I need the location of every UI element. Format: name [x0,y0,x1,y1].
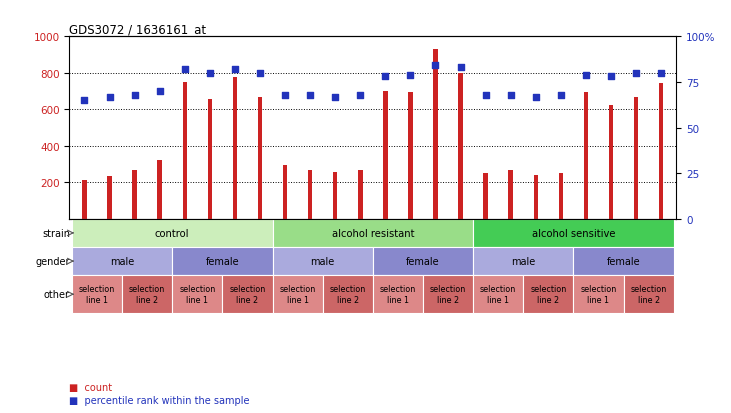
Bar [573,247,674,275]
Bar [583,93,588,219]
Bar [473,219,674,247]
Text: GDS3072 / 1636161_at: GDS3072 / 1636161_at [69,23,207,36]
Bar [72,219,273,247]
Point [580,72,592,79]
Bar [483,174,488,219]
Bar [373,275,423,313]
Text: alcohol resistant: alcohol resistant [332,228,414,238]
Bar [333,173,338,219]
Text: male: male [110,256,135,266]
Text: selection
line 2: selection line 2 [430,285,466,304]
Point [530,94,542,101]
Point [655,70,667,77]
Text: selection
line 2: selection line 2 [630,285,667,304]
Bar [609,105,613,219]
Bar [433,50,438,219]
Text: selection
line 1: selection line 1 [480,285,516,304]
Text: selection
line 1: selection line 1 [580,285,616,304]
Bar [558,174,563,219]
Bar [222,275,273,313]
Point [229,66,240,73]
Bar [183,83,187,219]
Text: female: female [406,256,440,266]
Bar [473,247,573,275]
Point [379,74,391,81]
Text: selection
line 1: selection line 1 [79,285,115,304]
Text: selection
line 1: selection line 1 [380,285,416,304]
Text: other: other [44,290,70,299]
Bar [509,171,513,219]
Point [129,92,140,99]
Point [430,63,442,70]
Point [254,70,266,77]
Bar [624,275,674,313]
Bar [122,275,173,313]
Bar [157,161,162,219]
Point [204,70,216,77]
Text: selection
line 2: selection line 2 [530,285,567,304]
Bar [273,219,473,247]
Bar [322,275,373,313]
Bar [208,100,212,219]
Bar [358,171,363,219]
Bar [132,170,137,219]
Text: ■  count: ■ count [69,382,113,392]
Text: gender: gender [35,256,70,266]
Text: male: male [511,256,535,266]
Point [179,66,191,73]
Bar [634,97,638,219]
Bar [232,78,237,219]
Bar [534,176,538,219]
Bar [258,98,262,219]
Point [480,92,491,99]
Point [355,92,366,99]
Point [505,92,517,99]
Bar [408,93,413,219]
Point [455,65,466,71]
Bar [473,275,523,313]
Bar [283,166,287,219]
Text: ■  percentile rank within the sample: ■ percentile rank within the sample [69,395,250,405]
Point [330,94,341,101]
Point [304,92,316,99]
Point [154,88,165,95]
Bar [523,275,573,313]
Bar [72,247,173,275]
Bar [308,170,312,219]
Text: control: control [155,228,189,238]
Bar [107,176,112,219]
Point [279,92,291,99]
Bar [659,83,664,219]
Text: strain: strain [42,228,70,238]
Point [404,72,416,79]
Bar [173,275,222,313]
Text: alcohol sensitive: alcohol sensitive [531,228,615,238]
Point [605,74,617,81]
Point [630,70,642,77]
Text: selection
line 2: selection line 2 [230,285,265,304]
Point [104,94,115,101]
Bar [72,275,122,313]
Bar [273,247,373,275]
Bar [273,275,322,313]
Bar [383,92,387,219]
Bar [458,74,463,219]
Text: selection
line 2: selection line 2 [330,285,366,304]
Text: female: female [607,256,640,266]
Text: selection
line 1: selection line 1 [179,285,216,304]
Text: female: female [205,256,239,266]
Point [555,92,567,99]
Bar [423,275,473,313]
Point [79,97,91,104]
Bar [82,180,87,219]
Bar [373,247,473,275]
Bar [573,275,624,313]
Text: selection
line 2: selection line 2 [129,285,165,304]
Bar [173,247,273,275]
Text: male: male [311,256,335,266]
Text: selection
line 1: selection line 1 [279,285,316,304]
